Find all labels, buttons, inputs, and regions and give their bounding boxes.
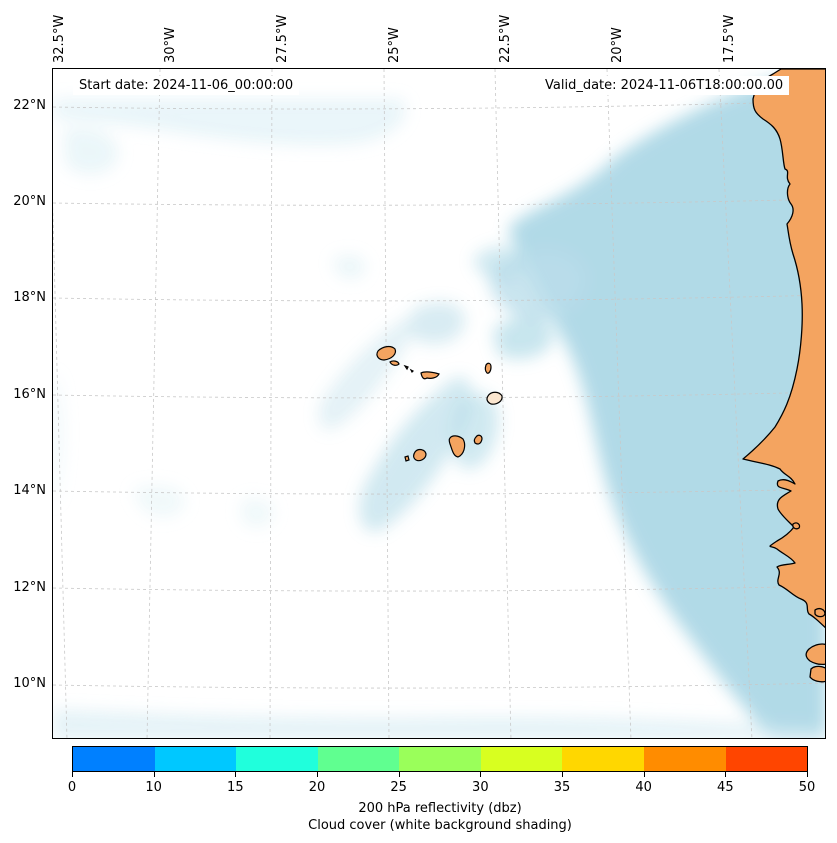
lon-label-22-5w: 22.5°W (498, 14, 513, 63)
graticule (53, 69, 825, 738)
lat-label-22n: 22°N (13, 98, 46, 113)
map-canvas (53, 69, 825, 738)
colorbar-tick-label: 15 (227, 780, 244, 795)
colorbar-tick (72, 772, 73, 777)
colorbar-tick (725, 772, 727, 777)
lat-label-20n: 20°N (13, 194, 46, 209)
colorbar-tick-label: 35 (553, 780, 571, 795)
lon-label-20w: 20°W (610, 27, 625, 63)
colorbar-tick (317, 772, 318, 777)
lat-label-10n: 10°N (13, 676, 46, 691)
colorbar-tick (398, 772, 400, 777)
africa-land (742, 69, 825, 683)
colorbar-label-line2: Cloud cover (white background shading) (308, 818, 572, 833)
colorbar-tick (480, 772, 482, 777)
colorbar-tick-label: 25 (390, 780, 407, 795)
colorbar-segment (317, 747, 400, 771)
colorbar-label-line1: 200 hPa reflectivity (dbz) (358, 801, 522, 816)
colorbar-segment (562, 747, 644, 771)
colorbar-segment (480, 747, 563, 771)
colorbar-segment (399, 747, 481, 771)
valid-date-label: Valid_date: 2024-11-06T18:00:00.00 (539, 76, 790, 95)
colorbar-tick (235, 772, 237, 777)
lat-label-12n: 12°N (13, 580, 46, 595)
lon-label-30w: 30°W (163, 27, 178, 63)
start-date-label: Start date: 2024-11-06_00:00:00 (73, 76, 300, 95)
map-frame[interactable] (52, 68, 826, 739)
colorbar-tick (807, 772, 808, 777)
lat-label-18n: 18°N (13, 290, 46, 305)
colorbar-tick (562, 772, 563, 777)
colorbar-segment (643, 747, 726, 771)
colorbar-tick-label: 30 (472, 780, 489, 795)
colorbar-segment (725, 747, 808, 771)
colorbar-tick-label: 10 (145, 780, 162, 795)
lon-label-27-5w: 27.5°W (275, 14, 290, 63)
cloud-cover (53, 69, 825, 738)
lon-label-25w: 25°W (387, 27, 402, 63)
lon-label-32-5w: 32.5°W (52, 14, 67, 63)
colorbar (72, 746, 808, 772)
colorbar-tick-label: 20 (308, 780, 326, 795)
colorbar-tick-label: 50 (798, 780, 816, 795)
lon-label-17-5w: 17.5°W (722, 14, 737, 63)
colorbar-tick (643, 772, 645, 777)
colorbar-segment (154, 747, 237, 771)
colorbar-tick-label: 45 (717, 780, 734, 795)
colorbar-tick (153, 772, 155, 777)
colorbar-tick-label: 40 (635, 780, 652, 795)
colorbar-tick-label: 0 (67, 780, 77, 795)
lat-label-14n: 14°N (13, 483, 46, 498)
colorbar-segment (236, 747, 318, 771)
lat-label-16n: 16°N (13, 387, 46, 402)
cape-verde-islands (376, 345, 503, 462)
colorbar-segment (73, 747, 155, 771)
